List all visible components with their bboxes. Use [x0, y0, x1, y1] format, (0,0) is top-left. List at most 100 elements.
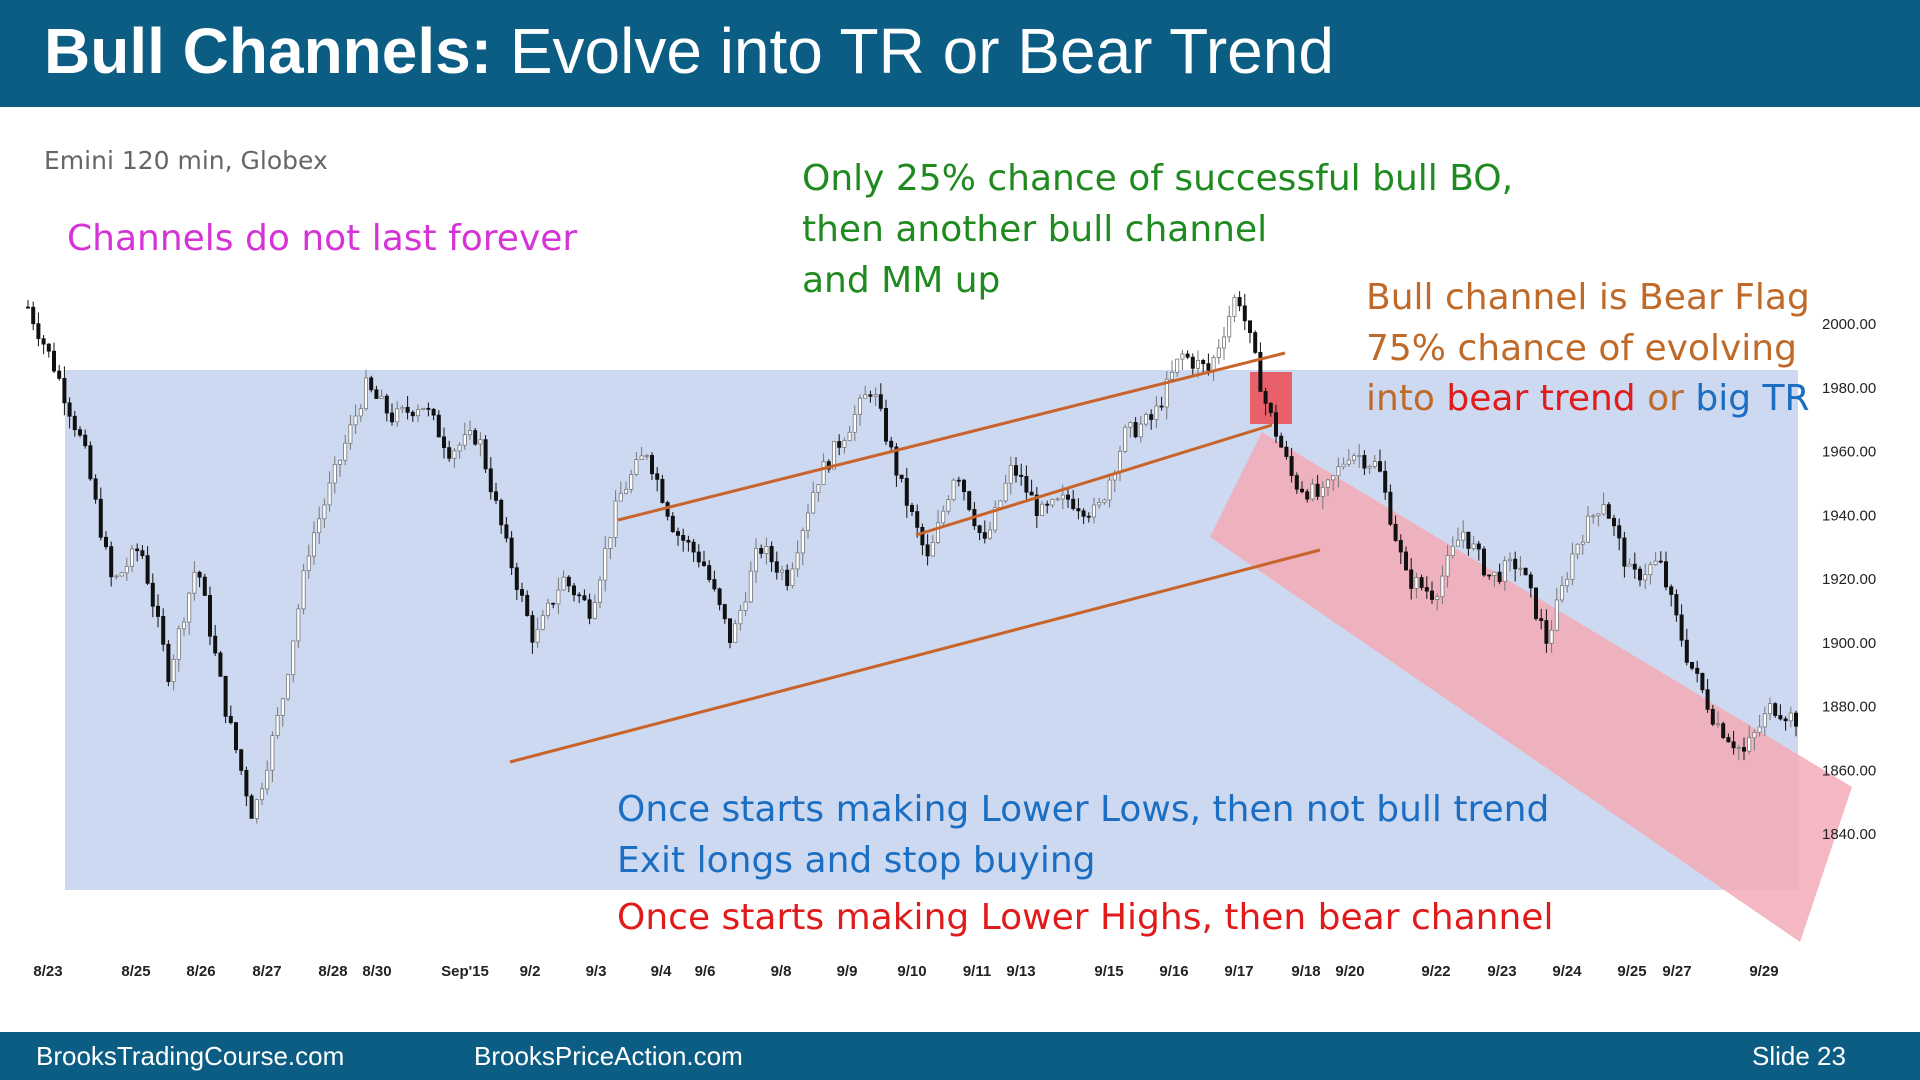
candle-body — [1721, 723, 1726, 738]
candle-body — [369, 377, 374, 391]
candle-body — [36, 323, 41, 340]
candle-body — [774, 561, 779, 573]
candle-body — [884, 407, 889, 442]
candle-body — [1024, 476, 1029, 493]
y-tick-label: 1960.00 — [1822, 444, 1876, 461]
candle-body — [530, 615, 535, 643]
candle-body — [816, 484, 821, 493]
candle-body — [868, 394, 873, 397]
candle-body — [535, 628, 540, 643]
annotation-lower-lows-2: Exit longs and stop buying — [617, 840, 1096, 881]
candle-body — [546, 602, 551, 616]
candle-body — [1242, 305, 1247, 322]
candle-body — [561, 576, 566, 591]
candle-body — [1367, 466, 1372, 469]
slide-footer: BrooksTradingCourse.com BrooksPriceActio… — [0, 1032, 1920, 1080]
channel-line-lower — [509, 548, 1321, 764]
candle-body — [119, 572, 124, 577]
candle-body — [1747, 737, 1752, 752]
candle-body — [1643, 574, 1648, 581]
candle-body — [301, 570, 306, 610]
candle-body — [520, 589, 525, 596]
y-axis: 2000.00 1980.00 1960.00 1940.00 1920.00 1900.… — [1822, 316, 1876, 843]
candle-body — [728, 618, 733, 643]
candle-body — [1357, 455, 1362, 457]
candle-body — [1274, 412, 1279, 437]
candle-body — [187, 592, 192, 623]
candle-body — [1430, 590, 1435, 600]
candle-body — [1580, 541, 1585, 545]
candle-body — [1492, 571, 1497, 576]
annotation-bull-bo-1: Only 25% chance of successful bull BO, — [802, 158, 1514, 199]
candle-body — [764, 546, 769, 554]
candle-body — [1487, 574, 1492, 577]
candle-body — [1752, 731, 1757, 739]
candle-body — [1419, 577, 1424, 588]
candle-body — [1315, 483, 1320, 497]
candle-body — [1575, 543, 1580, 555]
candle-body — [1513, 558, 1518, 570]
candle-body — [1664, 561, 1669, 588]
candle-body — [98, 498, 103, 538]
candle-body — [1310, 483, 1315, 500]
candle-body — [223, 675, 228, 717]
candle-body — [1159, 405, 1164, 408]
x-tick-label: 9/20 — [1335, 963, 1364, 980]
candle-body — [493, 491, 498, 501]
candle-body — [956, 479, 961, 482]
candle-body — [1398, 540, 1403, 553]
x-tick-label: 9/29 — [1749, 963, 1778, 980]
candle-body — [1788, 712, 1793, 722]
bear-flag-bear-trend: bear trend — [1446, 378, 1636, 419]
x-tick-label: 9/6 — [695, 963, 716, 980]
candle-body — [1190, 356, 1195, 369]
candle-body — [551, 602, 556, 605]
candle-body — [239, 749, 244, 771]
candle-body — [1383, 470, 1388, 493]
candle-body — [202, 576, 207, 596]
candle-body — [374, 389, 379, 399]
footer-center: BrooksPriceAction.com — [474, 1041, 743, 1071]
candle-body — [363, 377, 368, 410]
candle-body — [1076, 508, 1081, 512]
candle-body — [1388, 491, 1393, 525]
x-tick-label: 9/13 — [1006, 963, 1035, 980]
candle-body — [1336, 466, 1341, 477]
x-tick-label: 9/23 — [1487, 963, 1516, 980]
candle-body — [1648, 564, 1653, 576]
candle-body — [1435, 596, 1440, 600]
footer-left: BrooksTradingCourse.com — [36, 1041, 345, 1071]
candle-body — [670, 515, 675, 532]
candle-body — [1008, 465, 1013, 484]
candle-body — [514, 567, 519, 590]
candle-body — [353, 415, 358, 426]
candle-body — [811, 491, 816, 514]
candle-body — [57, 370, 62, 379]
candle-body — [1757, 726, 1762, 733]
candle-body — [1508, 558, 1513, 562]
candle-body — [447, 447, 452, 459]
candle-body — [1456, 539, 1461, 547]
candle-body — [1731, 741, 1736, 749]
candle-body — [634, 459, 639, 475]
candle-body — [410, 411, 415, 417]
candle-body — [83, 434, 88, 447]
candle-body — [358, 408, 363, 417]
candle-body — [176, 628, 181, 660]
slide-header: Bull Channels: Evolve into TR or Bear Tr… — [0, 0, 1920, 107]
candle-body — [41, 338, 46, 345]
candle-body — [93, 478, 98, 500]
candle-body — [462, 434, 467, 446]
candle-body — [1170, 371, 1175, 380]
slide-title: Bull Channels: Evolve into TR or Bear Tr… — [44, 14, 1334, 88]
candle-body — [1086, 515, 1091, 518]
candle-body — [863, 394, 868, 399]
candle-body — [743, 601, 748, 611]
candle-body — [1092, 504, 1097, 518]
candle-body — [31, 306, 36, 325]
candle-body — [889, 440, 894, 448]
candle-body — [296, 608, 301, 642]
candle-body — [1736, 747, 1741, 749]
candle-body — [1378, 461, 1383, 472]
candle-body — [1346, 459, 1351, 465]
